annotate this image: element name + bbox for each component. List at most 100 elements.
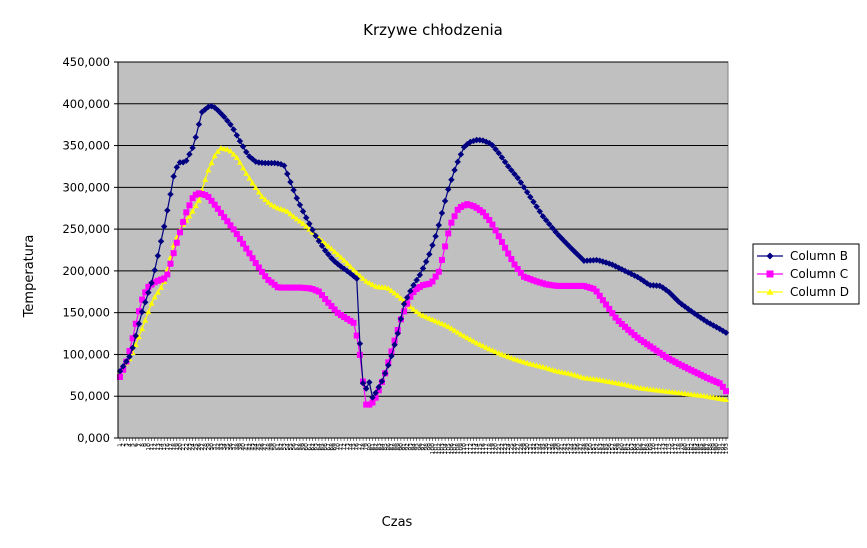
x-tick-label: 108 [455, 443, 462, 455]
x-tick-label: 45 [256, 443, 263, 451]
data-point [277, 284, 284, 291]
data-point [372, 394, 379, 401]
x-tick-label: 121 [496, 443, 503, 455]
data-point [454, 158, 461, 166]
data-point [271, 281, 278, 288]
data-point [154, 277, 161, 284]
data-point [719, 383, 726, 390]
data-point [498, 351, 505, 357]
data-point [281, 206, 288, 213]
x-tick-label: 180 [682, 443, 689, 455]
x-tick-label: 184 [695, 443, 702, 455]
data-point [287, 178, 294, 186]
data-point [161, 275, 168, 282]
data-point [407, 303, 414, 310]
data-point [486, 345, 493, 352]
data-point [454, 329, 461, 335]
x-tick-label: 156 [606, 443, 613, 455]
x-tick-label: 83 [376, 443, 383, 451]
data-point [438, 256, 445, 263]
data-point [274, 284, 281, 291]
data-point [678, 362, 685, 369]
x-tick-label: 183 [691, 443, 698, 455]
data-point [227, 121, 234, 128]
data-point [325, 299, 332, 306]
data-point [366, 401, 373, 408]
data-point [511, 170, 518, 178]
data-point [700, 373, 707, 380]
x-tick-label: 67 [325, 443, 332, 451]
data-point [489, 347, 496, 353]
data-point [464, 334, 471, 341]
x-tick-label: 98 [423, 443, 430, 451]
data-point [612, 314, 619, 321]
data-point [404, 294, 411, 301]
x-tick-label: 57 [294, 443, 301, 451]
x-tick-label: 77 [357, 443, 364, 451]
x-tick-label: 61 [306, 443, 313, 451]
x-tick-label: 28 [202, 443, 209, 451]
x-tick-label: 137 [546, 443, 553, 455]
x-tick-label: 128 [518, 443, 525, 455]
legend-label: Column C [790, 267, 848, 281]
data-point [189, 208, 196, 214]
data-point [211, 201, 218, 208]
data-point [303, 214, 310, 221]
x-tick-label: 80 [366, 443, 373, 451]
x-tick-label: 116 [480, 443, 487, 455]
data-point [451, 213, 458, 220]
data-point [173, 239, 180, 246]
chart-title: Krzywe chłodzenia [363, 21, 503, 39]
x-tick-label: 109 [458, 443, 465, 455]
data-point [394, 327, 401, 334]
data-point [220, 113, 228, 121]
data-point [243, 245, 250, 252]
data-point [214, 205, 221, 212]
x-tick-label: 191 [717, 443, 724, 455]
data-point [530, 277, 537, 284]
data-point [426, 251, 433, 258]
data-point [568, 282, 575, 289]
data-point [195, 121, 203, 128]
legend-item: Column B [757, 249, 848, 263]
legend: Column B Column C Column D [752, 243, 860, 305]
data-point [495, 233, 502, 240]
data-point [296, 284, 303, 291]
data-point [180, 218, 187, 225]
data-point [252, 260, 259, 267]
data-point [527, 193, 534, 201]
data-point [337, 312, 344, 319]
x-tick-label: 56 [291, 443, 298, 451]
data-point [363, 401, 370, 408]
data-point [265, 199, 272, 205]
data-point [505, 353, 512, 360]
x-tick-label: 106 [448, 443, 455, 455]
x-tick-label: 120 [493, 443, 500, 455]
x-tick-label: 107 [452, 443, 459, 455]
data-point [353, 275, 360, 282]
x-tick-label: 90 [398, 443, 405, 451]
data-point [280, 162, 288, 169]
data-point [498, 239, 505, 246]
data-point [202, 106, 209, 113]
data-point [331, 248, 338, 254]
data-point [303, 285, 310, 292]
data-point [145, 308, 152, 315]
data-point [479, 342, 486, 349]
data-point [359, 379, 367, 387]
data-point [502, 352, 509, 358]
data-point [521, 273, 527, 280]
data-point [164, 207, 171, 214]
gridlines [118, 61, 728, 397]
data-point [211, 152, 218, 159]
data-point [369, 399, 376, 406]
data-point [461, 332, 468, 339]
data-point [593, 288, 600, 295]
x-tick-label: 157 [609, 443, 616, 455]
data-point [321, 247, 329, 254]
data-point [129, 344, 136, 352]
data-point [142, 317, 149, 323]
data-point [353, 269, 360, 276]
data-point [502, 244, 509, 251]
data-point [520, 184, 528, 191]
